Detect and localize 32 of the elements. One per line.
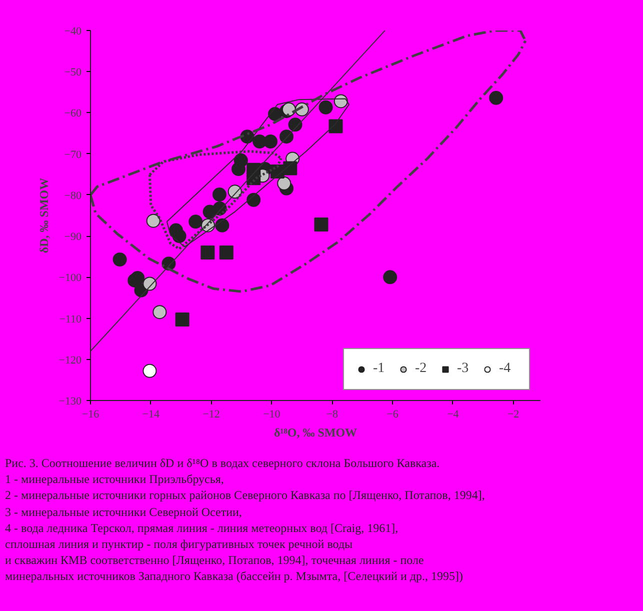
x-tick-label: −8 (326, 408, 338, 420)
y-tick-label: −80 (64, 190, 82, 202)
x-tick-label: −2 (507, 408, 520, 420)
legend-label: -1 (373, 361, 386, 377)
legend-label: -4 (499, 361, 512, 377)
y-tick-label: −100 (58, 272, 82, 284)
y-tick-label: −70 (64, 148, 82, 161)
text: минеральных источников Западного Кавказа (бассейн р. Мзымта, [Селецкий и др., 1995]) (5, 569, 463, 584)
y-tick-label: −120 (58, 354, 82, 366)
x-tick-label: −4 (447, 408, 460, 420)
y-tick-label: −130 (58, 396, 82, 408)
text: 1 - минеральные источники Приэльбрусья, (5, 472, 224, 486)
x-tick-label: −10 (263, 408, 281, 420)
text: 2 - минеральные источники горных районов Северного Кавказа по [Лященко, Потапов, 1994], (5, 488, 485, 502)
y-tick-label: −110 (59, 313, 82, 326)
y-axis-title: δD, ‰ SMOW (36, 178, 51, 254)
y-tick-label: −90 (64, 231, 82, 244)
text: 4 - вода ледника Терскол, прямая линия - линия метеорных вод [Craig, 1961], (5, 520, 398, 535)
x-tick-label: −12 (202, 408, 220, 420)
y-tick-label: −40 (64, 26, 82, 38)
legend-label: -3 (457, 361, 470, 377)
y-tick-label: −50 (64, 66, 82, 79)
text: 3 - минеральные источники Северной Осетии, (5, 504, 242, 519)
text: и скважин КМВ соответственно [Лященко, Потапов, 1994], точечная линия - поле (5, 553, 424, 568)
x-axis-title: δ¹⁸O, ‰ SMOW (274, 426, 358, 440)
legend-label: -2 (415, 361, 428, 377)
text: Рис. 3. Соотношение величин δD и δ¹⁸O в водах северного склона Большого Кавказа. (5, 456, 440, 470)
text: сплошная линия и пунктир - поля фигуративных точек речной воды (5, 536, 353, 551)
x-tick-label: −14 (142, 408, 160, 420)
y-tick-label: −60 (64, 108, 82, 120)
x-tick-label: −6 (386, 408, 399, 420)
x-tick-label: −16 (82, 408, 100, 420)
